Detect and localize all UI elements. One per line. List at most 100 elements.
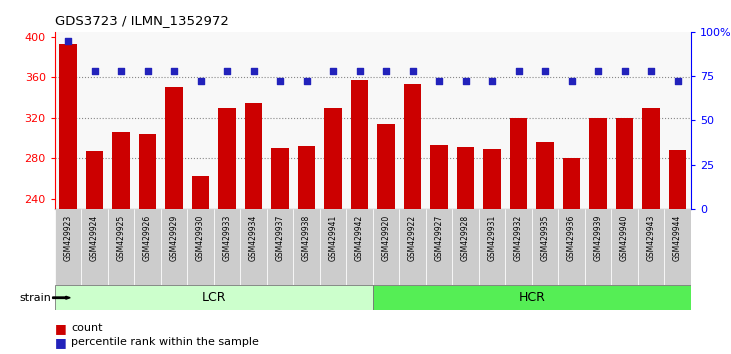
Text: GSM429924: GSM429924	[90, 215, 99, 261]
Bar	[589, 118, 607, 209]
Text: HCR: HCR	[518, 291, 545, 304]
Text: GSM429940: GSM429940	[620, 215, 629, 261]
Bar	[192, 177, 209, 209]
Point	[566, 79, 577, 84]
Point	[327, 68, 339, 74]
Text: GSM429928: GSM429928	[461, 215, 470, 261]
Bar	[452, 209, 479, 285]
Bar	[373, 209, 399, 285]
Text: LCR: LCR	[202, 291, 226, 304]
Bar	[81, 209, 108, 285]
Bar	[404, 85, 421, 209]
Point	[433, 79, 445, 84]
Point	[645, 68, 657, 74]
Text: GDS3723 / ILMN_1352972: GDS3723 / ILMN_1352972	[55, 14, 229, 27]
Bar	[298, 146, 315, 209]
Bar	[245, 103, 262, 209]
Point	[672, 79, 683, 84]
Text: percentile rank within the sample: percentile rank within the sample	[71, 337, 259, 347]
Text: GSM429944: GSM429944	[673, 215, 682, 261]
Point	[380, 68, 392, 74]
Bar	[165, 87, 183, 209]
Bar	[319, 209, 346, 285]
Text: GSM429942: GSM429942	[355, 215, 364, 261]
Bar	[161, 209, 187, 285]
Bar	[664, 209, 691, 285]
Text: GSM429941: GSM429941	[328, 215, 338, 261]
Bar	[505, 209, 531, 285]
Bar	[346, 209, 373, 285]
Point	[406, 68, 418, 74]
Point	[539, 68, 551, 74]
Text: GSM429925: GSM429925	[116, 215, 126, 261]
Point	[248, 68, 260, 74]
Bar	[55, 209, 81, 285]
Bar	[483, 149, 501, 209]
Point	[618, 68, 630, 74]
Bar	[377, 124, 395, 209]
Text: GSM429923: GSM429923	[64, 215, 72, 261]
Point	[142, 68, 154, 74]
Text: GSM429922: GSM429922	[408, 215, 417, 261]
Text: GSM429935: GSM429935	[540, 215, 550, 261]
Text: GSM429927: GSM429927	[434, 215, 444, 261]
Point	[62, 38, 74, 44]
Bar	[59, 44, 77, 209]
Text: GSM429930: GSM429930	[196, 215, 205, 261]
Bar	[271, 148, 289, 209]
Bar	[479, 209, 505, 285]
Text: count: count	[71, 323, 102, 333]
Point	[354, 68, 366, 74]
Bar	[267, 209, 293, 285]
Bar	[585, 209, 611, 285]
Point	[592, 68, 604, 74]
Text: GSM429936: GSM429936	[567, 215, 576, 261]
Bar	[213, 209, 240, 285]
Bar	[637, 209, 664, 285]
Bar	[135, 209, 161, 285]
Text: GSM429938: GSM429938	[302, 215, 311, 261]
Bar	[399, 209, 425, 285]
Bar	[531, 209, 558, 285]
Text: GSM429933: GSM429933	[222, 215, 232, 261]
Point	[486, 79, 498, 84]
Bar	[669, 150, 686, 209]
Bar	[187, 209, 213, 285]
Bar	[139, 134, 156, 209]
Bar	[457, 147, 474, 209]
Bar	[558, 209, 585, 285]
Bar	[616, 118, 633, 209]
Bar	[293, 209, 319, 285]
Bar	[107, 209, 135, 285]
Point	[221, 68, 233, 74]
Text: GSM429929: GSM429929	[170, 215, 178, 261]
Text: GSM429926: GSM429926	[143, 215, 152, 261]
Text: GSM429937: GSM429937	[276, 215, 284, 261]
Text: GSM429932: GSM429932	[514, 215, 523, 261]
Text: GSM429943: GSM429943	[646, 215, 656, 261]
Point	[168, 68, 180, 74]
Point	[115, 68, 127, 74]
Text: GSM429920: GSM429920	[382, 215, 390, 261]
Text: ■: ■	[55, 322, 67, 335]
Bar	[611, 209, 637, 285]
Bar	[537, 142, 553, 209]
Bar	[373, 285, 691, 310]
Text: GSM429934: GSM429934	[249, 215, 258, 261]
Point	[194, 79, 206, 84]
Bar	[55, 285, 373, 310]
Point	[274, 79, 286, 84]
Bar	[86, 151, 103, 209]
Text: GSM429931: GSM429931	[488, 215, 496, 261]
Bar	[563, 158, 580, 209]
Bar	[510, 118, 527, 209]
Text: GSM429939: GSM429939	[594, 215, 602, 261]
Point	[88, 68, 100, 74]
Point	[512, 68, 524, 74]
Text: strain: strain	[19, 293, 51, 303]
Bar	[325, 108, 341, 209]
Text: ■: ■	[55, 336, 67, 349]
Bar	[431, 145, 447, 209]
Bar	[351, 80, 368, 209]
Bar	[240, 209, 267, 285]
